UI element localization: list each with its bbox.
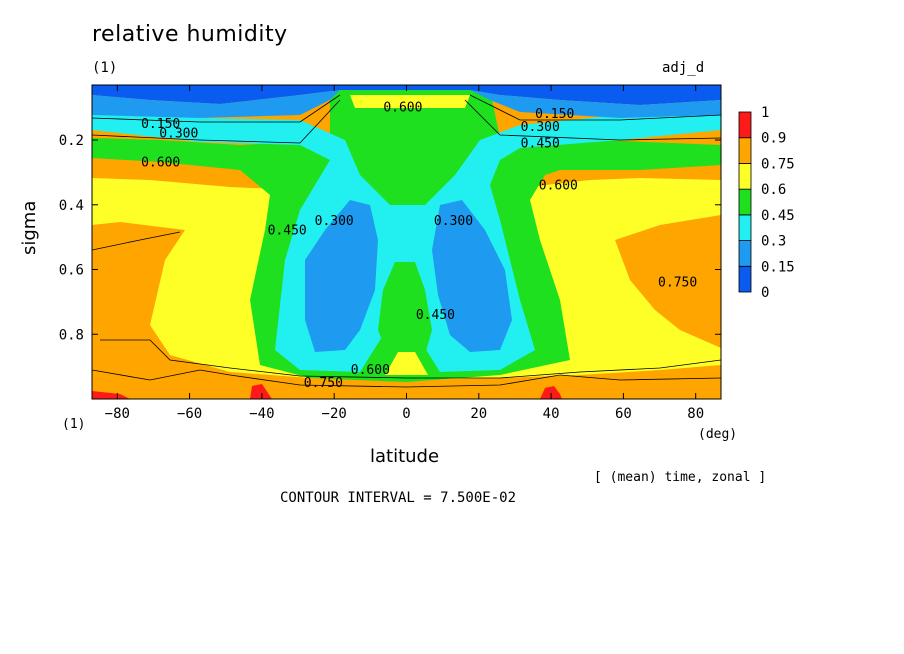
contour-label: 0.450 [416,308,455,323]
bottom-panel-tag: (1) [62,417,86,432]
panel-tag: (1) [92,60,118,76]
contour-label: 0.300 [315,214,354,229]
fill-yellow-center [385,352,428,375]
y-axis-label: sigma [19,200,40,255]
colorbar-swatch [738,163,752,190]
run-label: adj_d [662,60,705,76]
x-tick-label: −40 [249,406,274,422]
colorbar-swatch [738,240,752,267]
x-unit: (deg) [698,427,738,442]
fill-lightblue-top-r [470,90,721,118]
x-tick-label: 20 [470,406,487,422]
colorbar-label: 1 [761,105,769,121]
colorbar-label: 0 [761,285,769,301]
y-tick-marks: 0.2 0.4 0.6 0.8 [59,133,721,343]
colorbar-label: 0.45 [761,208,795,224]
colorbar-label: 0.9 [761,131,786,147]
contour-label: 0.150 [141,117,180,132]
fill-cyan [92,100,721,372]
contour-label: 0.750 [304,376,343,391]
x-tick-marks: −80 −60 −40 −20 0 20 40 60 80 [105,85,704,422]
contour-label: 0.450 [268,224,307,239]
contour-label: 0.600 [539,178,578,193]
x-tick-label: −80 [105,406,130,422]
contour-label: 0.450 [521,136,560,151]
x-tick-label: 80 [687,406,704,422]
colorbar-swatch [738,188,752,216]
contour-interval: CONTOUR INTERVAL = 7.500E-02 [280,490,517,506]
fill-blue-top [92,85,721,105]
colorbar-swatch [738,111,752,139]
y-tick-label: 0.4 [59,198,84,214]
contour-label: 0.600 [141,156,180,171]
fill-red-right [540,386,562,399]
fill-yellow-top [350,95,470,108]
chart-title: relative humidity [92,22,288,47]
fill-red-far-left [92,391,130,399]
contour-label: 0.300 [521,120,560,135]
colorbar: 0 0.15 0.3 0.45 0.6 0.75 0.9 1 [738,105,795,301]
y-tick-label: 0.2 [59,133,84,149]
colorbar-swatch [738,214,752,241]
contour-label: 0.750 [658,275,697,290]
x-tick-label: 0 [402,406,410,422]
contour-lines [92,94,721,388]
colorbar-label: 0.75 [761,156,795,172]
fill-lightblue-top [92,90,340,118]
contour-labels: 0.1500.3000.6000.1500.3000.4500.6000.450… [141,101,697,391]
x-tick-label: 60 [615,406,632,422]
x-tick-label: −20 [322,406,347,422]
averaging-note: [ (mean) time, zonal ] [594,470,767,485]
contour-label: 0.150 [535,107,574,122]
colorbar-label: 0.3 [761,234,786,250]
contour-label: 0.600 [351,363,390,378]
y-tick-label: 0.8 [59,327,84,343]
colorbar-label: 0.6 [761,182,786,198]
colorbar-label: 0.15 [761,259,795,275]
fill-lightblue-left [305,200,378,352]
fill-red-left [250,384,272,399]
colorbar-swatch [738,265,752,293]
y-tick-label: 0.6 [59,263,84,279]
colorbar-swatch [738,137,752,164]
contour-fills [92,85,721,399]
x-axis-label: latitude [370,446,440,467]
contour-label: 0.300 [159,127,198,142]
contour-label: 0.300 [434,214,473,229]
contour-label: 0.600 [383,101,422,116]
fill-lightblue-right [432,200,512,352]
fill-green-center [378,262,432,355]
x-tick-label: 40 [543,406,560,422]
x-tick-label: −60 [177,406,202,422]
